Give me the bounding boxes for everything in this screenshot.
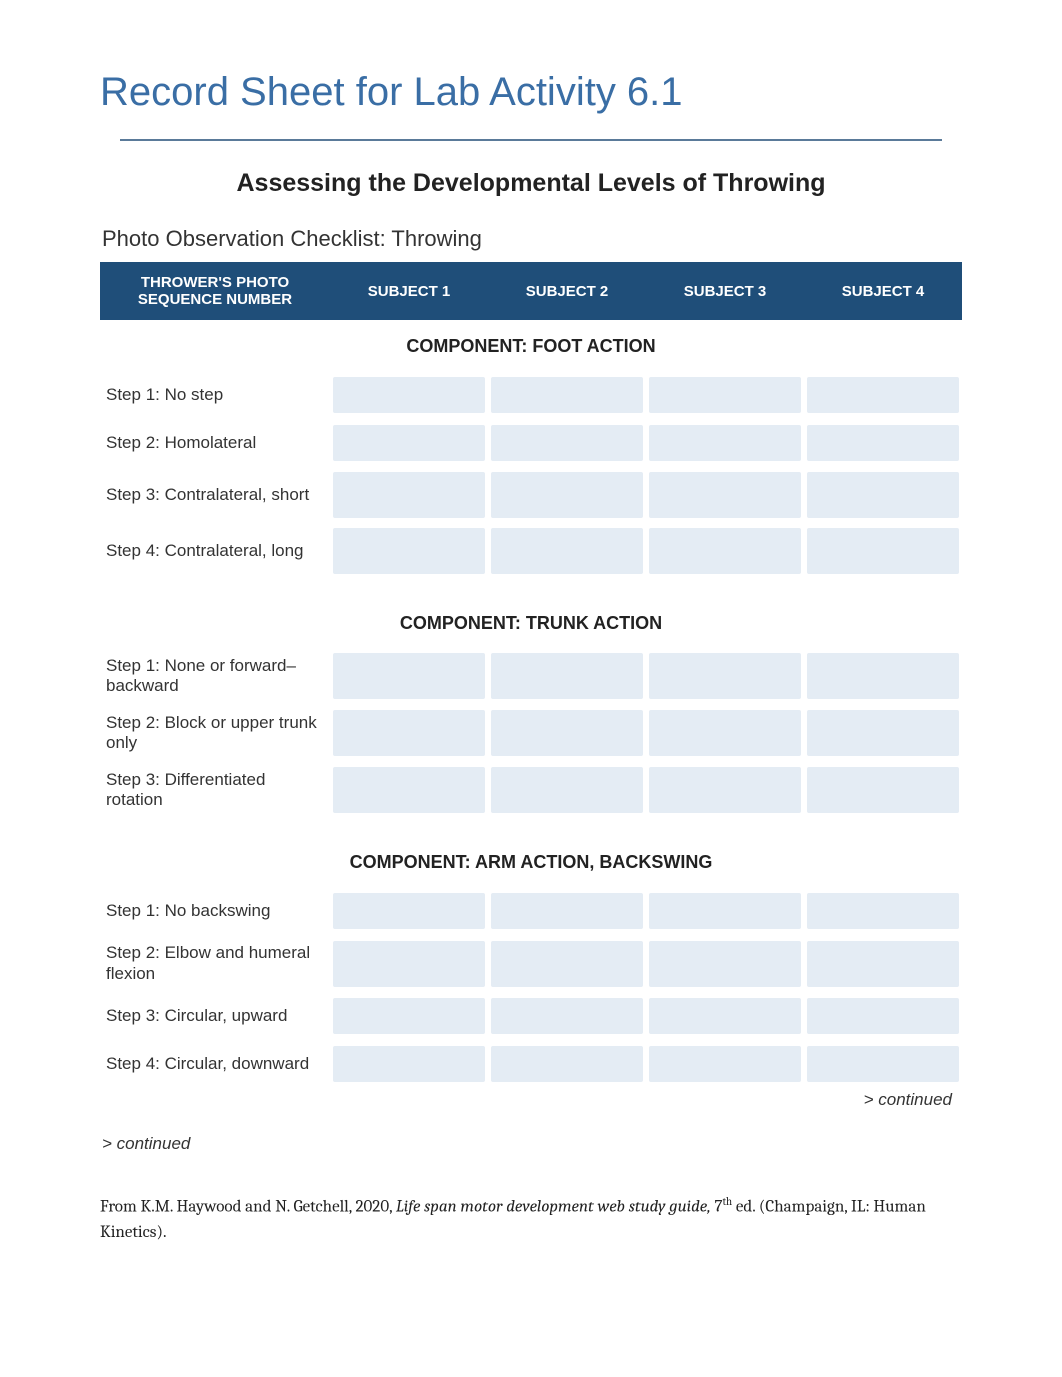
input-cell[interactable]: [649, 472, 801, 518]
step-label: Step 4: Circular, downward: [100, 1046, 330, 1082]
input-cell[interactable]: [649, 893, 801, 929]
input-cell[interactable]: [333, 767, 485, 813]
component-header: COMPONENT: ARM ACTION, BACKSWING: [100, 836, 962, 887]
input-cell[interactable]: [491, 528, 643, 574]
input-cell[interactable]: [649, 767, 801, 813]
input-cell[interactable]: [491, 998, 643, 1034]
step-label: Step 2: Block or upper trunk only: [100, 705, 330, 762]
input-cell[interactable]: [649, 998, 801, 1034]
citation-edition-suffix: th: [722, 1195, 732, 1208]
input-cell[interactable]: [649, 1046, 801, 1082]
input-cell[interactable]: [491, 425, 643, 461]
input-cell[interactable]: [491, 941, 643, 987]
step-label: Step 3: Contralateral, short: [100, 477, 330, 513]
table-row: Step 3: Contralateral, short: [100, 467, 962, 523]
header-subject-2: SUBJECT 2: [488, 262, 646, 320]
citation-prefix: From K.M. Haywood and N. Getchell, 2020,: [100, 1198, 396, 1217]
input-cell[interactable]: [807, 893, 959, 929]
input-cell[interactable]: [649, 710, 801, 756]
citation: From K.M. Haywood and N. Getchell, 2020,…: [100, 1194, 962, 1246]
step-label: Step 2: Elbow and humeral flexion: [100, 935, 330, 992]
input-cell[interactable]: [333, 653, 485, 699]
checklist-title: Photo Observation Checklist: Throwing: [102, 226, 962, 252]
input-cell[interactable]: [649, 528, 801, 574]
checklist-table: THROWER'S PHOTO SEQUENCE NUMBERSUBJECT 1…: [100, 262, 962, 1088]
input-cell[interactable]: [491, 377, 643, 413]
input-cell[interactable]: [333, 528, 485, 574]
header-col-0: THROWER'S PHOTO SEQUENCE NUMBER: [100, 262, 330, 320]
table-row: Step 2: Elbow and humeral flexion: [100, 935, 962, 992]
input-cell[interactable]: [491, 710, 643, 756]
page-title: Record Sheet for Lab Activity 6.1: [100, 70, 962, 115]
input-cell[interactable]: [649, 941, 801, 987]
table-row: Step 2: Homolateral: [100, 419, 962, 467]
input-cell[interactable]: [333, 998, 485, 1034]
input-cell[interactable]: [807, 377, 959, 413]
step-label: Step 4: Contralateral, long: [100, 533, 330, 569]
input-cell[interactable]: [649, 425, 801, 461]
step-label: Step 1: No step: [100, 377, 330, 413]
input-cell[interactable]: [807, 653, 959, 699]
input-cell[interactable]: [333, 472, 485, 518]
component-header: COMPONENT: TRUNK ACTION: [100, 597, 962, 648]
citation-book-title: Life span motor development web study gu…: [396, 1198, 711, 1217]
input-cell[interactable]: [333, 941, 485, 987]
input-cell[interactable]: [807, 941, 959, 987]
input-cell[interactable]: [333, 425, 485, 461]
input-cell[interactable]: [807, 1046, 959, 1082]
input-cell[interactable]: [333, 377, 485, 413]
table-row: Step 4: Circular, downward: [100, 1040, 962, 1088]
table-body: COMPONENT: FOOT ACTION Step 1: No step Ste…: [100, 320, 962, 1088]
input-cell[interactable]: [491, 767, 643, 813]
continued-right: > continued: [100, 1090, 962, 1110]
step-label: Step 1: No backswing: [100, 893, 330, 929]
header-subject-4: SUBJECT 4: [804, 262, 962, 320]
header-subject-3: SUBJECT 3: [646, 262, 804, 320]
input-cell[interactable]: [491, 472, 643, 518]
input-cell[interactable]: [807, 998, 959, 1034]
input-cell[interactable]: [333, 1046, 485, 1082]
table-row: Step 3: Differentiated rotation: [100, 762, 962, 819]
input-cell[interactable]: [491, 1046, 643, 1082]
input-cell[interactable]: [491, 653, 643, 699]
input-cell[interactable]: [649, 377, 801, 413]
step-label: Step 3: Circular, upward: [100, 998, 330, 1034]
input-cell[interactable]: [807, 767, 959, 813]
step-label: Step 2: Homolateral: [100, 425, 330, 461]
table-header: THROWER'S PHOTO SEQUENCE NUMBERSUBJECT 1…: [100, 262, 962, 320]
continued-left: > continued: [102, 1134, 962, 1154]
header-subject-1: SUBJECT 1: [330, 262, 488, 320]
table-row: Step 4: Contralateral, long: [100, 523, 962, 579]
checklist-table-wrap: THROWER'S PHOTO SEQUENCE NUMBERSUBJECT 1…: [100, 262, 962, 1110]
step-label: Step 1: None or forward–backward: [100, 648, 330, 705]
page-subtitle: Assessing the Developmental Levels of Th…: [100, 169, 962, 198]
input-cell[interactable]: [807, 528, 959, 574]
component-header: COMPONENT: FOOT ACTION: [100, 320, 962, 371]
table-row: Step 2: Block or upper trunk only: [100, 705, 962, 762]
table-row: Step 1: No step: [100, 371, 962, 419]
step-label: Step 3: Differentiated rotation: [100, 762, 330, 819]
table-row: Step 3: Circular, upward: [100, 992, 962, 1040]
input-cell[interactable]: [333, 710, 485, 756]
input-cell[interactable]: [649, 653, 801, 699]
divider-line: [120, 139, 942, 141]
input-cell[interactable]: [333, 893, 485, 929]
input-cell[interactable]: [807, 425, 959, 461]
table-row: Step 1: No backswing: [100, 887, 962, 935]
input-cell[interactable]: [807, 710, 959, 756]
input-cell[interactable]: [807, 472, 959, 518]
input-cell[interactable]: [491, 893, 643, 929]
table-row: Step 1: None or forward–backward: [100, 648, 962, 705]
